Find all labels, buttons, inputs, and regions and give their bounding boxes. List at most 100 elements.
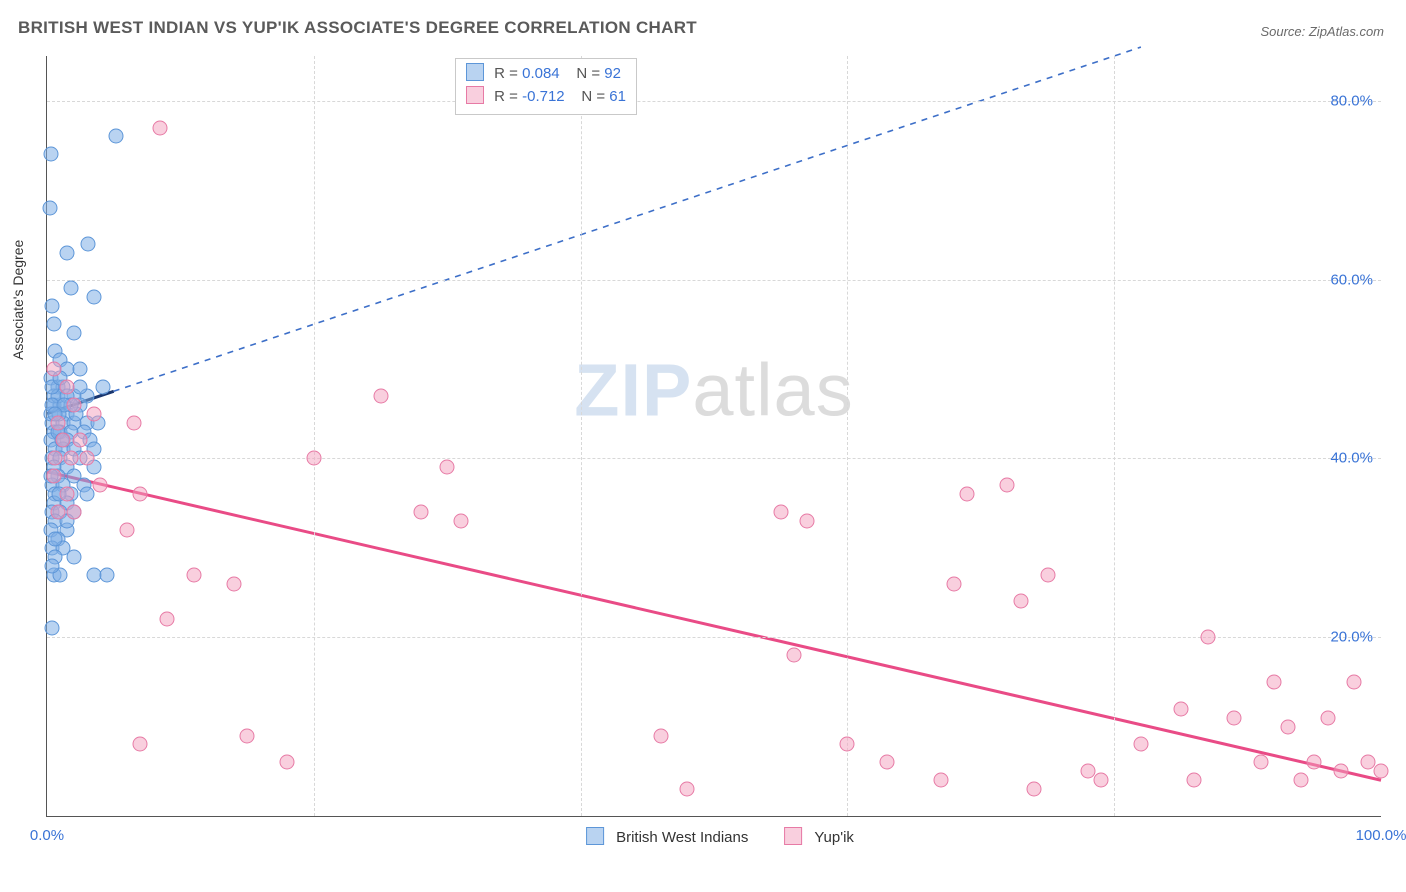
data-point-yupik [1280, 719, 1295, 734]
data-point-bwi [45, 621, 60, 636]
data-point-yupik [133, 487, 148, 502]
data-point-yupik [1293, 773, 1308, 788]
data-point-yupik [280, 755, 295, 770]
data-point-yupik [120, 522, 135, 537]
stats-legend-row: R = 0.084 N = 92 [466, 63, 626, 86]
x-tick-label: 0.0% [30, 827, 64, 844]
data-point-yupik [60, 379, 75, 394]
y-axis-label: Associate's Degree [10, 240, 26, 360]
gridline-v [1114, 56, 1115, 816]
data-point-yupik [60, 487, 75, 502]
data-point-yupik [1187, 773, 1202, 788]
data-point-yupik [1200, 630, 1215, 645]
data-point-yupik [86, 406, 101, 421]
n-value: 92 [604, 65, 621, 82]
data-point-yupik [126, 415, 141, 430]
data-point-yupik [960, 487, 975, 502]
data-point-yupik [680, 782, 695, 797]
data-point-yupik [1040, 567, 1055, 582]
data-point-yupik [153, 120, 168, 135]
data-point-bwi [45, 299, 60, 314]
data-point-yupik [653, 728, 668, 743]
legend-swatch [466, 86, 484, 104]
data-point-bwi [45, 558, 60, 573]
data-point-yupik [1347, 674, 1362, 689]
data-point-yupik [46, 469, 61, 484]
data-point-yupik [66, 397, 81, 412]
n-value: 61 [609, 88, 626, 105]
data-point-yupik [133, 737, 148, 752]
gridline-v [314, 56, 315, 816]
data-point-bwi [73, 361, 88, 376]
gridline-v [847, 56, 848, 816]
data-point-yupik [1333, 764, 1348, 779]
data-point-bwi [80, 487, 95, 502]
data-point-yupik [440, 460, 455, 475]
r-value: 0.084 [522, 65, 560, 82]
x-tick-label: 100.0% [1356, 827, 1406, 844]
gridline-h [47, 101, 1381, 102]
data-point-yupik [933, 773, 948, 788]
data-point-bwi [60, 245, 75, 260]
data-point-yupik [1360, 755, 1375, 770]
data-point-bwi [66, 326, 81, 341]
data-point-yupik [1013, 594, 1028, 609]
plot-area: ZIPatlas British West IndiansYup'ik 20.0… [46, 56, 1381, 817]
y-tick-label: 80.0% [1330, 92, 1373, 109]
data-point-yupik [1320, 710, 1335, 725]
data-point-yupik [56, 433, 71, 448]
data-point-yupik [1000, 478, 1015, 493]
data-point-bwi [64, 281, 79, 296]
data-point-yupik [73, 433, 88, 448]
legend-swatch [466, 63, 484, 81]
data-point-yupik [1133, 737, 1148, 752]
data-point-yupik [160, 612, 175, 627]
data-point-bwi [109, 129, 124, 144]
data-point-yupik [306, 451, 321, 466]
data-point-yupik [1173, 701, 1188, 716]
data-point-bwi [73, 379, 88, 394]
data-point-yupik [1374, 764, 1389, 779]
data-point-yupik [48, 451, 63, 466]
data-point-yupik [773, 505, 788, 520]
data-point-yupik [800, 513, 815, 528]
legend-swatch [586, 827, 604, 845]
data-point-bwi [42, 201, 57, 216]
data-point-yupik [186, 567, 201, 582]
r-value: -0.712 [522, 88, 565, 105]
data-point-yupik [1253, 755, 1268, 770]
gridline-v [581, 56, 582, 816]
data-point-bwi [66, 549, 81, 564]
legend-swatch [784, 827, 802, 845]
data-point-yupik [1093, 773, 1108, 788]
stats-legend-row: R = -0.712 N = 61 [466, 86, 626, 109]
data-point-yupik [50, 505, 65, 520]
data-point-bwi [96, 379, 111, 394]
legend-item: British West Indians [574, 829, 748, 846]
data-point-yupik [1227, 710, 1242, 725]
data-point-yupik [226, 576, 241, 591]
data-point-bwi [46, 317, 61, 332]
data-point-yupik [373, 388, 388, 403]
data-point-bwi [81, 236, 96, 251]
data-point-yupik [880, 755, 895, 770]
data-point-yupik [947, 576, 962, 591]
data-point-bwi [86, 290, 101, 305]
gridline-h [47, 458, 1381, 459]
data-point-yupik [787, 648, 802, 663]
data-point-yupik [1307, 755, 1322, 770]
source-label: Source: ZipAtlas.com [1260, 24, 1384, 39]
gridline-h [47, 637, 1381, 638]
gridline-h [47, 280, 1381, 281]
data-point-yupik [413, 505, 428, 520]
data-point-bwi [100, 567, 115, 582]
data-point-yupik [50, 415, 65, 430]
y-tick-label: 20.0% [1330, 629, 1373, 646]
data-point-yupik [66, 505, 81, 520]
chart-title: BRITISH WEST INDIAN VS YUP'IK ASSOCIATE'… [18, 18, 697, 38]
data-point-bwi [48, 531, 63, 546]
series-legend: British West IndiansYup'ik [562, 827, 866, 846]
data-point-yupik [93, 478, 108, 493]
data-point-yupik [1267, 674, 1282, 689]
y-tick-label: 60.0% [1330, 271, 1373, 288]
